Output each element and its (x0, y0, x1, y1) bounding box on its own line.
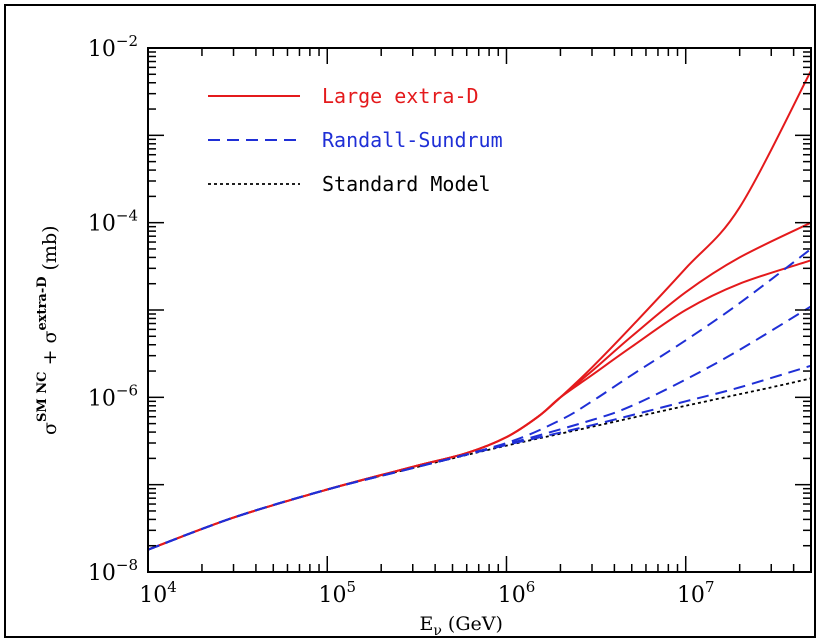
y-tick-label: 10−6 (88, 381, 138, 411)
y-axis-label: σSM NC + σextra-D (mb) (35, 225, 61, 435)
series-line-large-extra-d-2 (148, 221, 811, 551)
x-tick-label: 105 (318, 578, 356, 608)
plot-area (147, 47, 812, 573)
x-tick-label: 106 (498, 578, 536, 608)
figure-frame (4, 4, 816, 638)
series-line-standard-model-0 (148, 377, 811, 551)
series-line-randall-sundrum-5 (148, 305, 811, 551)
x-axis-label: Eν (GeV) (420, 613, 503, 639)
legend-label: Standard Model (322, 172, 491, 196)
legend-label: Large extra-D (322, 84, 479, 108)
series-line-randall-sundrum-6 (148, 364, 811, 551)
series-line-randall-sundrum-4 (148, 248, 811, 551)
y-tick-label: 10−2 (88, 32, 138, 62)
legend-label: Randall-Sundrum (322, 128, 503, 152)
x-tick-label: 104 (139, 578, 177, 608)
y-tick-label: 10−8 (88, 556, 138, 586)
x-tick-label: 107 (677, 578, 715, 608)
series-line-large-extra-d-3 (148, 259, 811, 551)
y-tick-label: 10−4 (88, 207, 138, 237)
